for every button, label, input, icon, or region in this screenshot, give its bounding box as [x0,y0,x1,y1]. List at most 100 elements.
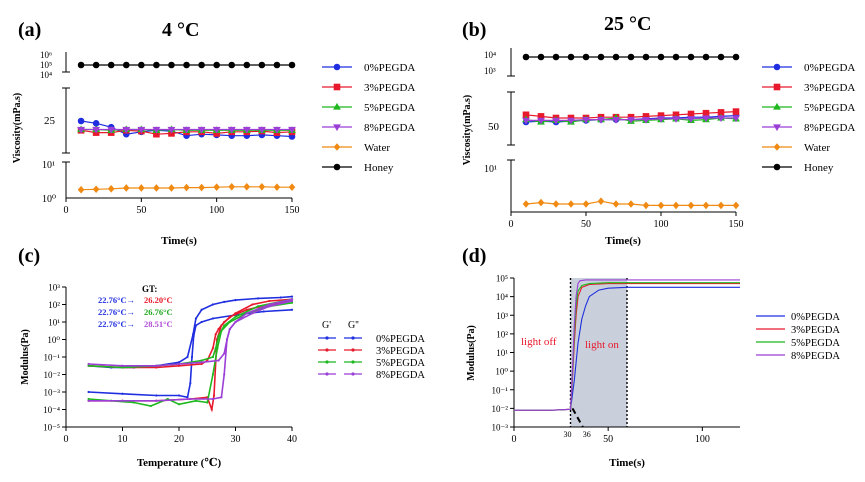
data-point [273,126,281,134]
light-off-annotation: light off [521,336,557,348]
data-point [183,61,190,69]
legend-label: 5%PEGDA [804,102,855,114]
x-axis-label: Time(s) [609,457,645,469]
data-point [223,300,226,303]
data-point [200,361,203,364]
data-point [177,364,181,367]
data-point [153,61,160,69]
x-tick-label: 100 [209,205,224,216]
data-point [77,185,85,194]
data-point [87,397,90,401]
legend-label: 5%PEGDA [364,102,415,114]
y-tick-label: 10² [496,329,508,339]
data-point [121,366,124,369]
data-point [717,201,725,210]
data-point [522,53,530,61]
legend-marker [333,143,341,151]
gt-to: 28.51°C [144,319,173,329]
legend-label: 0%PEGDA [791,312,840,323]
data-point [257,126,266,134]
data-point [211,303,214,306]
data-point [288,183,296,191]
legend-marker [333,83,341,91]
data-point [522,117,530,125]
legend-marker [773,102,781,110]
gt-title: GT: [142,284,157,294]
data-point [290,308,294,311]
data-point [155,364,158,367]
panel-c-letter: (c) [18,245,40,267]
legend-marker [773,63,781,71]
data-point [582,116,590,124]
y-tick-label: 50 [488,121,500,133]
data-point [217,334,220,338]
data-point [717,115,725,123]
data-point [732,201,740,210]
legend-marker [333,124,341,132]
data-point [155,394,158,397]
data-point [122,61,130,69]
data-point [657,116,665,123]
legend-marker [773,143,781,151]
y-tick-label: 10⁵ [40,60,52,70]
data-point [279,296,282,299]
data-point [262,310,265,313]
x-axis-label: Time(s) [605,235,641,247]
x-axis-label: Time(s) [161,235,197,247]
data-point [155,366,158,369]
legend-marker [325,372,329,376]
data-point [582,53,590,61]
legend-marker [333,163,341,171]
x-tick-label: 0 [509,219,514,230]
data-point [612,53,620,61]
data-point [183,183,190,192]
legend-label: 0%PEGDA [364,62,415,74]
data-point [200,359,203,362]
y-tick-label: 10¹ [42,160,55,171]
data-point [627,116,635,124]
y-tick-label: 10⁻³ [492,423,509,433]
data-point [217,327,220,331]
data-point [200,320,203,324]
data-point [537,113,545,120]
y-tick-label: 10⁰ [495,367,508,377]
data-point [228,182,236,191]
x-tick-label: 40 [287,434,297,445]
legend-marker [773,163,781,171]
data-point [214,333,217,336]
data-point [227,126,236,134]
data-point [87,399,90,402]
panel-b-title: 25 °C [604,13,651,35]
data-point [186,355,189,359]
legend-header-g-prime: G' [322,320,331,331]
data-point [257,297,260,300]
legend-marker [325,360,329,364]
data-point [189,397,192,401]
y-tick-label: 10⁴ [40,70,52,80]
data-point [107,185,115,193]
data-point [234,315,237,318]
y-tick-label: 10³ [48,283,60,293]
legend-label: Water [364,142,390,154]
data-point [122,126,131,134]
data-point [220,324,223,327]
legend-marker [773,124,781,132]
data-point [290,301,294,304]
legend-label: 8%PEGDA [791,351,840,362]
data-point [268,305,271,308]
chart-panel-b: 0 50 100 150 10⁴ 10³ 50 10¹ Time(s) Viscosi… [462,48,855,247]
y-axis-label: Viscosity(mPa.s) [12,93,23,163]
legend-marker [333,102,341,110]
legend-label: 8%PEGDA [376,370,425,381]
y-tick-label: 10⁶ [40,50,52,60]
series-line [88,298,293,369]
data-point [732,108,740,115]
data-point [537,117,545,125]
y-axis-label: Viscosity(mPa.s) [462,95,473,165]
data-point [197,126,206,134]
data-point [552,200,560,208]
data-point [612,116,620,124]
data-point [522,200,530,208]
data-point [92,61,100,69]
y-tick-label: 10² [48,300,60,310]
